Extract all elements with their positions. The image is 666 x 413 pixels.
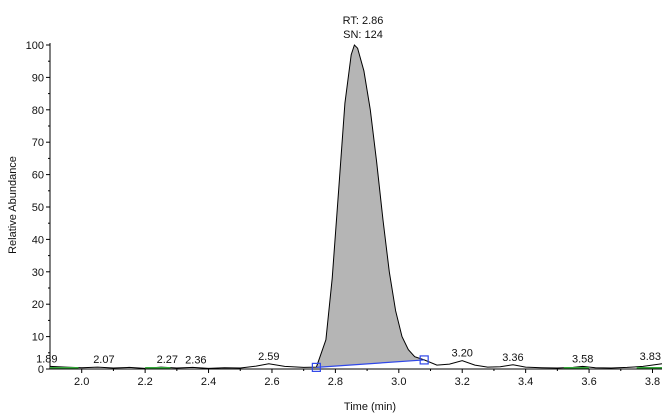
axes: 0 10 20 30 40 50 60 70 80 90 100 2.0 2.2 2.4 2.6 2.8 3.0… (26, 40, 662, 388)
peak-end-marker (419, 355, 429, 365)
y-tick-label: 90 (32, 72, 44, 84)
y-tick-label: 100 (26, 40, 44, 52)
peak-start-marker (311, 362, 321, 372)
x-tick-label: 3.6 (581, 376, 596, 388)
peak-baseline (316, 359, 425, 368)
peak-annotation: 3.83 (640, 351, 661, 363)
y-tick-label: 0 (38, 364, 44, 376)
peak-annotation: 2.07 (93, 354, 114, 366)
x-tick-label: 3.4 (518, 376, 533, 388)
x-tick-label: 3.2 (455, 376, 470, 388)
plot-area (49, 44, 663, 372)
peak-rt-label: RT: 2.86 (343, 15, 384, 27)
x-tick-label: 3.8 (645, 376, 660, 388)
y-tick-label: 70 (32, 137, 44, 149)
y-tick-label: 20 (32, 299, 44, 311)
peak-annotation: 3.36 (502, 352, 523, 364)
y-tick-label: 30 (32, 267, 44, 279)
x-tick-label: 3.0 (391, 376, 406, 388)
y-tick-label: 40 (32, 234, 44, 246)
x-tick-label: 2.6 (264, 376, 279, 388)
peak-annotation: 1.89 (36, 353, 57, 365)
x-tick-label: 2.2 (137, 376, 152, 388)
x-tick-label: 2.0 (74, 376, 89, 388)
peak-annotation: 3.20 (452, 348, 473, 360)
y-tick-label: 80 (32, 105, 44, 117)
y-tick-label: 50 (32, 202, 44, 214)
peak-annotation: 3.58 (572, 353, 593, 365)
labels: 1.89 2.07 2.27 2.36 2.59 3.20 3.36 3.58 3.83 (36, 348, 661, 367)
peak-annotation: 2.36 (185, 354, 206, 366)
chromatogram-trace (49, 44, 663, 369)
peak-annotation: 2.27 (157, 354, 178, 366)
peak-annotation: 2.59 (258, 351, 279, 363)
peak-area (316, 45, 425, 368)
y-tick-label: 10 (32, 332, 44, 344)
x-tick-label: 2.4 (201, 376, 216, 388)
x-axis-title: Time (min) (344, 401, 396, 413)
x-tick-label: 2.8 (328, 376, 343, 388)
peak-sn-label: SN: 124 (343, 29, 383, 41)
y-axis-title: Relative Abundance (7, 156, 19, 254)
y-tick-label: 60 (32, 170, 44, 182)
